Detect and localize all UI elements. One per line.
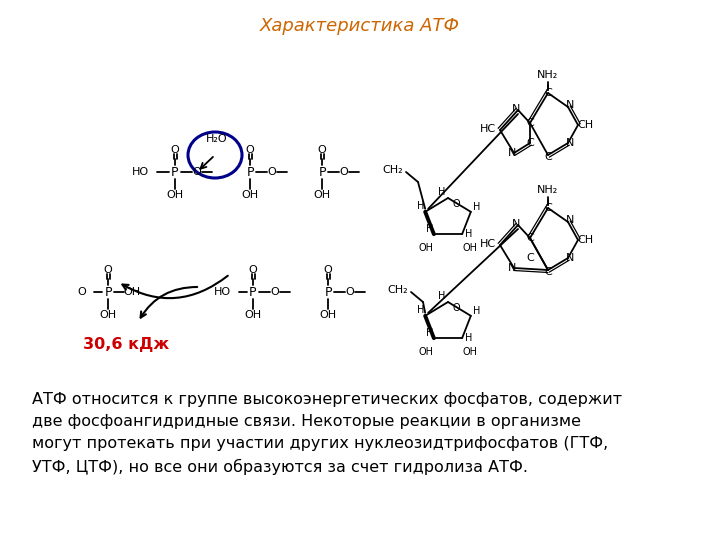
Text: C: C	[526, 118, 534, 128]
Text: C: C	[544, 267, 552, 277]
Text: OH: OH	[241, 190, 258, 200]
Text: O: O	[452, 199, 460, 209]
Text: OH: OH	[313, 190, 330, 200]
Text: H: H	[438, 291, 446, 301]
Text: OH: OH	[463, 243, 477, 253]
Text: O: O	[193, 167, 202, 177]
Text: OH: OH	[418, 347, 433, 357]
Text: C: C	[544, 152, 552, 162]
Text: H: H	[418, 305, 425, 315]
Text: H: H	[426, 224, 433, 234]
Text: O: O	[77, 287, 86, 297]
Text: H: H	[473, 202, 480, 212]
Text: H: H	[426, 328, 433, 338]
Text: N: N	[566, 215, 574, 225]
Text: O: O	[346, 287, 354, 297]
Text: OH: OH	[99, 310, 117, 320]
Text: P: P	[246, 165, 253, 179]
Text: O: O	[268, 167, 276, 177]
Text: H: H	[465, 229, 473, 239]
Text: N: N	[508, 263, 516, 273]
Text: OH: OH	[463, 347, 477, 357]
Text: N: N	[512, 104, 520, 114]
Text: O: O	[340, 167, 348, 177]
Text: H: H	[473, 306, 480, 316]
Text: CH: CH	[577, 235, 593, 245]
Text: N: N	[566, 100, 574, 110]
Text: HC: HC	[480, 124, 496, 134]
Text: OH: OH	[166, 190, 184, 200]
Text: O: O	[171, 145, 179, 155]
Text: Характеристика АТФ: Характеристика АТФ	[260, 17, 460, 35]
Text: O: O	[246, 145, 254, 155]
Text: NH₂: NH₂	[537, 70, 559, 80]
Text: C: C	[526, 138, 534, 148]
Text: CH: CH	[577, 120, 593, 130]
Text: OH: OH	[320, 310, 336, 320]
Text: 30,6 кДж: 30,6 кДж	[83, 336, 169, 352]
Text: O: O	[104, 265, 112, 275]
Text: CH₂: CH₂	[383, 165, 403, 175]
Text: C: C	[526, 233, 534, 243]
Text: O: O	[271, 287, 279, 297]
Text: OH: OH	[244, 310, 261, 320]
Text: HO: HO	[214, 287, 231, 297]
Text: CH₂: CH₂	[387, 285, 408, 295]
Text: O: O	[248, 265, 257, 275]
Text: H: H	[438, 187, 446, 197]
Text: HC: HC	[480, 239, 496, 249]
Text: P: P	[249, 286, 257, 299]
Text: P: P	[171, 165, 179, 179]
Text: O: O	[318, 145, 326, 155]
Text: АТФ относится к группе высокоэнергетических фосфатов, содержит
две фосфоангидрид: АТФ относится к группе высокоэнергетичес…	[32, 392, 622, 475]
Text: N: N	[508, 148, 516, 158]
Text: H₂O: H₂O	[206, 134, 228, 144]
Text: OH: OH	[418, 243, 433, 253]
Text: P: P	[318, 165, 325, 179]
Text: N: N	[566, 138, 574, 148]
Text: H: H	[418, 201, 425, 211]
Text: O: O	[452, 303, 460, 313]
Text: NH₂: NH₂	[537, 185, 559, 195]
Text: HO: HO	[132, 167, 149, 177]
Text: N: N	[566, 253, 574, 263]
Text: N: N	[512, 219, 520, 229]
Text: C: C	[544, 203, 552, 213]
Text: P: P	[104, 286, 112, 299]
Text: P: P	[324, 286, 332, 299]
Text: O: O	[323, 265, 333, 275]
Text: C: C	[544, 88, 552, 98]
Text: H: H	[465, 333, 473, 343]
Text: OH: OH	[123, 287, 140, 297]
Text: C: C	[526, 253, 534, 263]
